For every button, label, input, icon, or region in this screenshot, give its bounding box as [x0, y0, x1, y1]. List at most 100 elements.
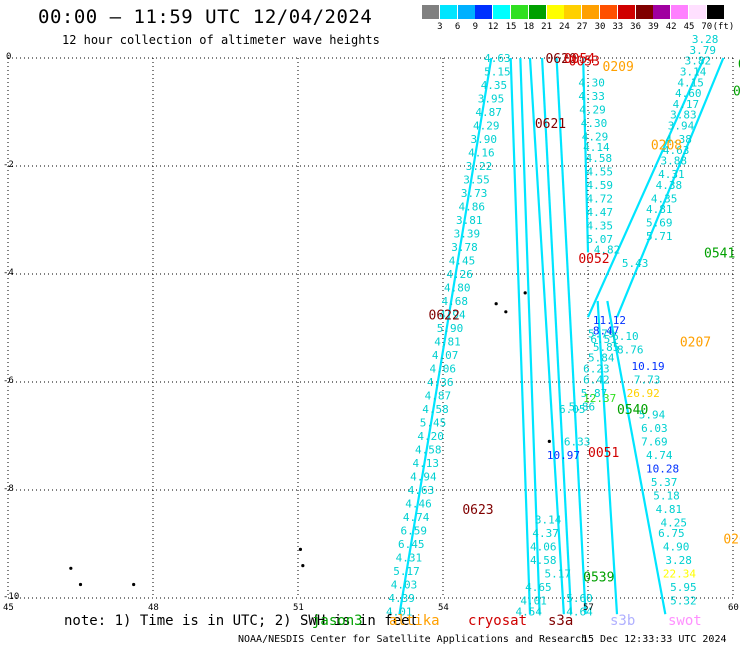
island-marker-7 — [78, 582, 83, 587]
colorbar-swatch — [653, 5, 671, 19]
wave-height-label-81: 7.73 — [634, 373, 661, 386]
wave-height-label-5: 4.29 — [473, 120, 500, 133]
wave-height-label-63: 3.88 — [661, 155, 688, 168]
wave-height-label-72: 3.82 — [685, 55, 712, 68]
wave-height-label-108: 6.33 — [564, 435, 591, 448]
satellite-track-6 — [582, 57, 590, 253]
wave-height-label-24: 4.36 — [427, 376, 454, 389]
satellite-track-9 — [606, 300, 667, 615]
wave-height-label-59: 4.81 — [646, 203, 673, 216]
wave-height-label-34: 4.74 — [403, 511, 430, 524]
colorbar-label: 27 — [576, 22, 588, 32]
wave-height-label-61: 4.38 — [656, 179, 683, 192]
wave-height-label-55: 4.82 — [594, 244, 621, 257]
wave-height-label-91: 5.37 — [651, 476, 678, 489]
colorbar-label: 42 — [665, 22, 677, 32]
pass-id-label-16: 0543 — [738, 57, 740, 72]
pass-id-label-4: 0621 — [535, 117, 566, 132]
wave-height-label-102: 8.47 — [593, 325, 620, 338]
wave-height-label-49: 4.55 — [587, 165, 614, 178]
satellite-track-10 — [596, 300, 619, 615]
wave-height-label-114: 4.37 — [532, 527, 559, 540]
wave-height-label-109: 4.54 — [516, 606, 543, 619]
pass-id-label-8: 0207 — [680, 336, 711, 351]
wave-height-label-56: 5.71 — [646, 230, 673, 243]
wave-height-label-100: 5.32 — [670, 595, 697, 608]
wave-height-label-44: 4.29 — [579, 103, 606, 116]
wave-height-label-50: 4.59 — [587, 179, 614, 192]
wave-height-label-19: 4.94 — [439, 309, 466, 322]
colorbar-swatch — [600, 5, 617, 19]
x-tick-label: 48 — [148, 603, 159, 613]
x-tick-label: 54 — [438, 603, 449, 613]
pass-id-label-1: 0054 — [564, 52, 595, 67]
wave-height-label-104: 6.51 — [590, 333, 617, 346]
pass-id-label-0: 0620 — [545, 52, 576, 67]
wave-height-label-58: 5.69 — [646, 217, 673, 230]
colorbar-label: 15 — [505, 22, 517, 32]
colorbar-swatch — [617, 5, 635, 19]
wave-height-label-101: 11.12 — [593, 314, 626, 327]
colorbar-label: 18 — [523, 22, 535, 32]
satellite-track-5 — [555, 57, 587, 615]
pass-id-label-10: 0623 — [462, 503, 493, 518]
legend-cryosat: cryosat — [468, 613, 528, 629]
wave-height-label-57: 5.43 — [622, 257, 649, 270]
pass-id-label-14: 0540 — [617, 403, 648, 418]
x-tick-label: 57 — [583, 603, 594, 613]
wave-height-label-3: 3.95 — [478, 93, 505, 106]
wave-height-label-41: 4.01 — [386, 606, 413, 619]
wave-height-label-75: 5.84 — [588, 352, 615, 365]
wave-height-label-16: 4.26 — [446, 268, 473, 281]
satellite-track-1 — [509, 57, 532, 615]
wave-height-label-53: 4.35 — [587, 219, 614, 232]
pass-id-label-15: 0542 — [733, 84, 740, 99]
satellite-track-0 — [398, 57, 493, 615]
wave-height-label-84: 26.92 — [627, 387, 660, 400]
wave-height-label-18: 4.68 — [442, 295, 469, 308]
wave-height-label-87: 6.03 — [641, 422, 668, 435]
legend-altika: altika — [389, 613, 440, 629]
satellite-track-3 — [528, 57, 565, 615]
wave-height-label-103: 6.10 — [612, 330, 639, 343]
wave-height-label-35: 6.59 — [400, 525, 427, 538]
y-tick-label: -2 — [3, 160, 14, 170]
wave-height-label-70: 4.15 — [677, 76, 704, 89]
pass-id-label-5: 0208 — [651, 138, 682, 153]
pass-id-label-6: 0052 — [578, 252, 609, 267]
wave-height-label-65: 4.38 — [665, 133, 692, 146]
wave-height-label-11: 4.86 — [458, 201, 485, 214]
wave-height-label-46: 4.29 — [582, 130, 609, 143]
wave-height-label-15: 4.45 — [449, 255, 476, 268]
wave-height-label-98: 22.34 — [663, 568, 696, 581]
pass-id-label-7: 0622 — [429, 309, 460, 324]
colorbar-label: 33 — [612, 22, 624, 32]
pass-id-label-13: 0541 — [704, 246, 735, 261]
wave-height-label-0: 4.63 — [484, 52, 511, 65]
satellite-track-8 — [615, 57, 725, 318]
colorbar-swatch — [439, 5, 457, 19]
colorbar-swatch — [457, 5, 475, 19]
wave-height-label-1: 5.15 — [484, 66, 511, 79]
wave-height-label-67: 3.83 — [670, 109, 697, 122]
wave-height-label-21: 4.81 — [434, 336, 461, 349]
wave-height-label-20: 5.90 — [437, 322, 464, 335]
wave-height-label-30: 4.13 — [413, 457, 440, 470]
satellite-track-7 — [586, 57, 706, 318]
wave-height-label-79: 5.79 — [588, 327, 615, 340]
colorbar-label: 70 — [701, 22, 713, 32]
colorbar-swatch — [475, 5, 493, 19]
wave-height-label-40: 4.39 — [388, 592, 415, 605]
wave-height-label-90: 10.28 — [646, 462, 679, 475]
wave-height-label-82: 6.42 — [583, 373, 610, 386]
wave-height-label-74: 3.28 — [692, 33, 719, 46]
footnote: note: 1) Time is in UTC; 2) SWH is in fe… — [64, 613, 419, 629]
wave-height-label-94: 4.25 — [661, 516, 688, 529]
y-tick-label: -10 — [3, 592, 20, 602]
wave-height-label-48: 4.58 — [586, 152, 613, 165]
wave-height-label-25: 4.87 — [425, 390, 452, 403]
wave-height-label-32: 4.63 — [408, 484, 435, 497]
colorbar-swatch — [528, 5, 546, 19]
wave-height-label-13: 3.39 — [454, 228, 481, 241]
